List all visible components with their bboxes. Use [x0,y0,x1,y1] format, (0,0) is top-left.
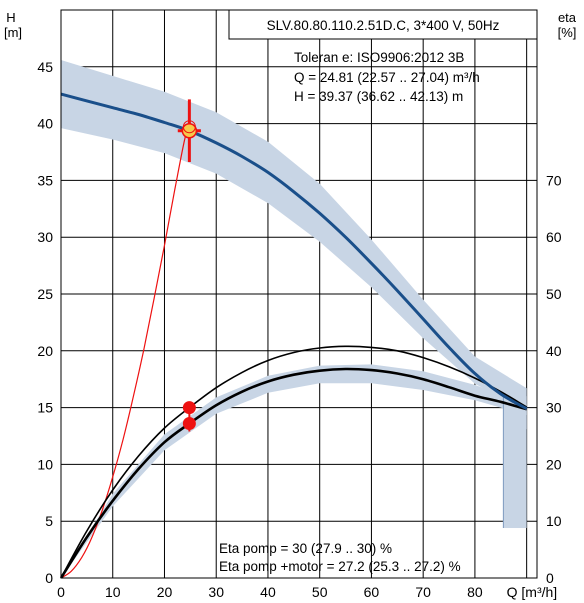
x-tick-label: 50 [312,584,328,600]
eta-pump-motor-curve [59,367,528,579]
x-tick-label: 20 [157,584,173,600]
x-tick-label: 0 [57,584,65,600]
x-tick-label: 70 [415,584,431,600]
x-tick-label: 40 [260,584,276,600]
right-tick-label: 10 [546,513,562,529]
tolerance-bands [61,60,527,578]
duty-point-outline [182,120,196,134]
right-tick-label: 40 [546,343,562,359]
head-info: H = 39.37 (36.62 .. 42.13) m [294,89,463,104]
eta-pump-motor-info: Eta pomp +motor = 27.2 (25.3 .. 27.2) % [219,559,461,574]
x-axis-label: Q [m³/h] [507,584,558,600]
eta-pump-motor-point [182,417,196,431]
system-curve [60,130,190,579]
left-tick-label: 0 [45,570,53,586]
left-tick-label: 15 [37,400,53,416]
duty-point-markers [177,99,201,432]
x-tick-label: 60 [364,584,380,600]
right-axis-label-unit: [%] [558,25,577,40]
left-tick-label: 10 [37,456,53,472]
tick-labels: 0 5 10 15 20 25 30 35 40 45 0 10 20 30 40 50 60 70 0 10 20 30… [37,59,561,600]
chart-title: SLV.80.80.110.2.51D.C, 3*400 V, 50Hz [267,18,500,33]
right-tick-label: 0 [546,570,554,586]
x-tick-label: 30 [208,584,224,600]
right-tick-label: 50 [546,286,562,302]
left-axis-label-unit: [m] [4,25,22,40]
left-tick-label: 20 [37,343,53,359]
eta-pump-info: Eta pomp = 30 (27.9 .. 30) % [219,541,392,556]
right-tick-label: 60 [546,229,562,245]
left-tick-label: 40 [37,116,53,132]
eta-pump-point [182,401,196,415]
right-tick-label: 30 [546,400,562,416]
right-tick-label: 70 [546,172,562,188]
head-tolerance-end-block [503,396,527,529]
left-tick-label: 35 [37,172,53,188]
x-tick-label: 80 [467,584,483,600]
flow-info: Q = 24.81 (22.57 .. 27.04) m³/h [294,70,480,85]
duty-point [181,123,198,139]
right-axis-label-eta: eta [558,10,577,25]
tolerance-info: Toleran e: ISO9906:2012 3B [294,50,464,65]
curves [59,92,528,579]
head-tolerance-band [61,60,527,430]
left-tick-label: 45 [37,59,53,75]
title-box [228,9,538,40]
left-tick-label: 5 [45,513,53,529]
left-axis-label-h: H [6,10,15,25]
left-tick-label: 25 [37,286,53,302]
right-tick-label: 20 [546,456,562,472]
head-curve [60,92,528,411]
eta-pump-curve [60,345,528,579]
left-tick-label: 30 [37,229,53,245]
x-tick-label: 10 [105,584,121,600]
